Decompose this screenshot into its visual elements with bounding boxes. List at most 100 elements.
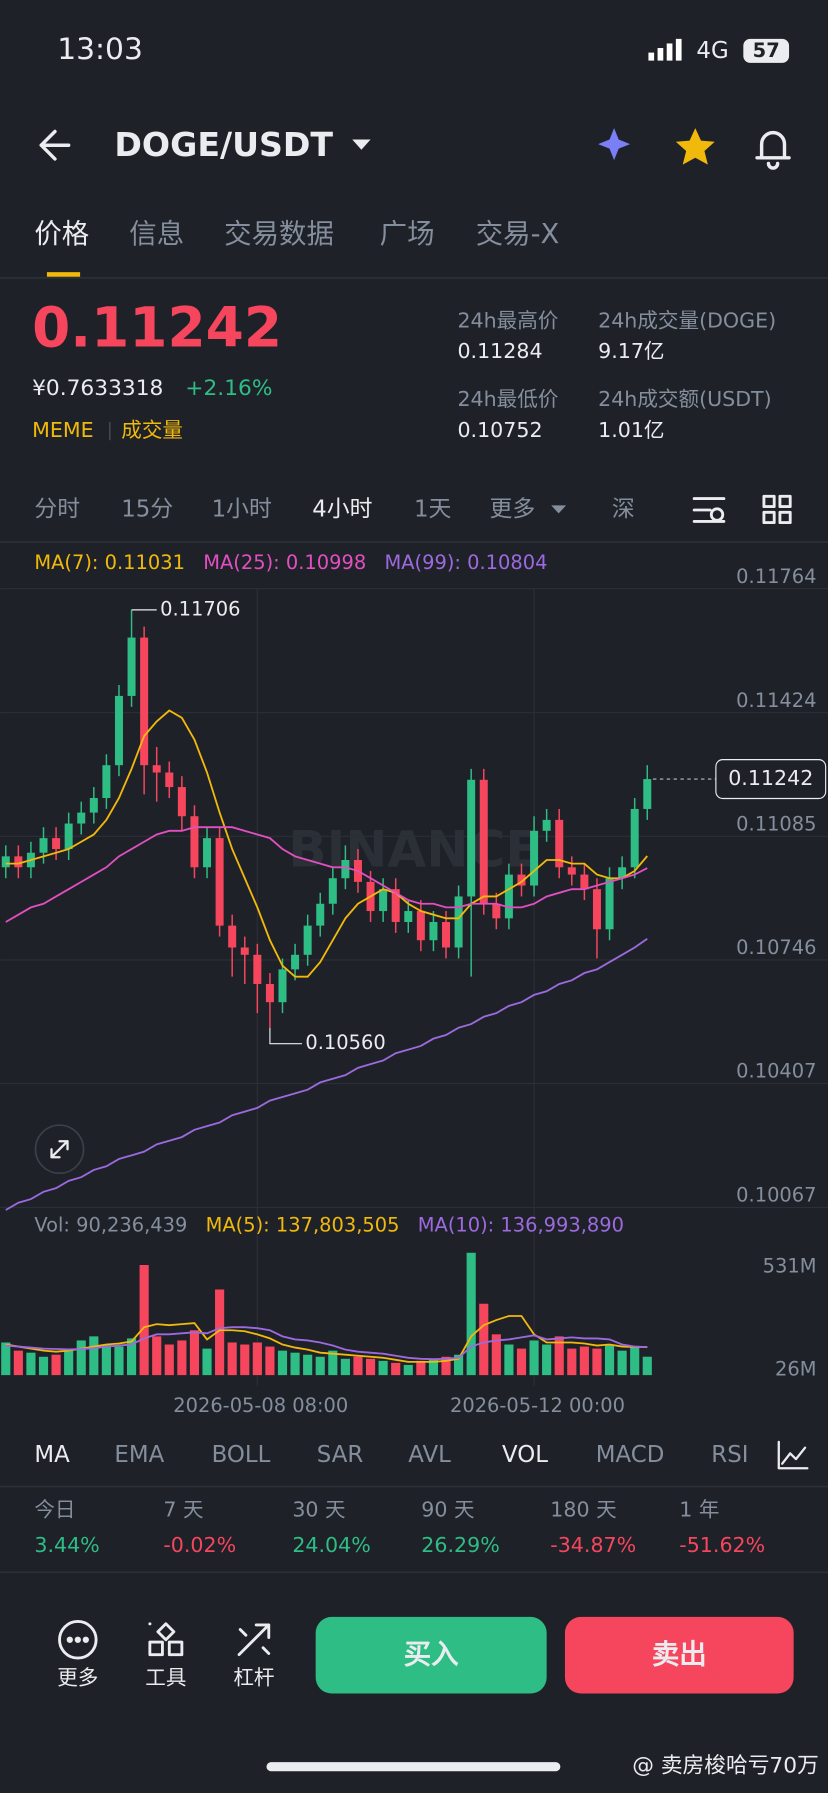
volume-bar — [303, 1354, 313, 1376]
indicator-tab[interactable]: BOLL — [212, 1442, 271, 1468]
tab[interactable]: 广场 — [380, 219, 435, 250]
interval[interactable]: 4小时 — [312, 496, 372, 522]
tools-icon[interactable] — [148, 1622, 184, 1657]
volume-bar — [177, 1340, 187, 1376]
alert-button[interactable] — [755, 131, 791, 170]
cny-price: ¥0.7633318 — [32, 376, 163, 401]
tag[interactable]: 成交量 — [121, 418, 183, 442]
volume-bar — [554, 1336, 564, 1376]
candle-body — [39, 838, 48, 853]
more-dropdown[interactable] — [551, 505, 567, 514]
watermark: @ 卖房梭哈亏70万 — [632, 1754, 819, 1779]
indicator-tab[interactable]: RSI — [711, 1442, 748, 1468]
candle-body — [567, 867, 576, 875]
legend-entry: MA(10): 136,993,890 — [418, 1213, 624, 1236]
action-label[interactable]: 更多 — [57, 1666, 98, 1690]
more-icon[interactable] — [58, 1620, 98, 1660]
stat-value: 0.10752 — [457, 418, 542, 442]
indicator-settings[interactable] — [777, 1440, 809, 1470]
x-tick-label: 2026-05-08 08:00 — [173, 1394, 348, 1417]
candle-body — [492, 903, 501, 919]
indicator-tab[interactable]: AVL — [408, 1442, 451, 1468]
period-change: 3.44% — [34, 1533, 99, 1557]
max-label: 0.11706 — [160, 597, 240, 620]
interval[interactable]: 深 — [612, 496, 635, 522]
candle-body — [442, 921, 451, 948]
volume-bar — [152, 1336, 162, 1376]
indicator-tab[interactable]: MACD — [596, 1442, 665, 1468]
indicator-tab[interactable]: EMA — [114, 1442, 164, 1468]
action-label[interactable]: 工具 — [145, 1666, 186, 1690]
interval[interactable]: 分时 — [34, 496, 80, 522]
tag[interactable]: MEME — [32, 418, 94, 442]
tab[interactable]: 信息 — [129, 219, 184, 250]
candle-body — [152, 765, 161, 773]
candle-body — [14, 856, 23, 868]
candle-body — [580, 874, 589, 890]
volume-bar — [26, 1352, 36, 1376]
candle-body — [454, 896, 463, 948]
chart-settings[interactable] — [692, 497, 726, 523]
volume-bar — [542, 1344, 552, 1376]
pair-title[interactable]: DOGE/USDT — [114, 125, 333, 164]
volume-bar — [227, 1342, 237, 1376]
volume-bar — [617, 1350, 627, 1376]
interval[interactable]: 15分 — [121, 496, 173, 522]
volume-bar — [51, 1354, 61, 1376]
candle-body — [328, 878, 337, 904]
volume-bar — [189, 1330, 200, 1376]
volume-bar — [642, 1356, 652, 1376]
indicator-tab[interactable]: SAR — [317, 1442, 364, 1468]
back-button[interactable] — [39, 129, 71, 161]
candle-body — [542, 819, 551, 831]
volume-bar — [1, 1342, 11, 1376]
y-tick-label: 0.11085 — [736, 812, 816, 835]
leverage-icon[interactable] — [237, 1623, 271, 1657]
volume-bar — [365, 1358, 376, 1376]
period-label: 180 天 — [550, 1498, 616, 1522]
price-change: +2.16% — [185, 376, 272, 401]
clock: 13:03 — [57, 32, 143, 67]
y-tick-label: 0.11424 — [736, 689, 816, 712]
volume-bar — [579, 1346, 589, 1376]
interval[interactable]: 1天 — [414, 496, 452, 522]
ai-button[interactable] — [598, 128, 631, 161]
tab[interactable]: 价格 — [34, 219, 89, 250]
legend-entry: MA(25): 0.10998 — [203, 551, 366, 574]
y-tick-label: 0.10407 — [736, 1060, 816, 1083]
volume-bar — [215, 1289, 225, 1376]
intervals: 分时 15分 1小时 4小时 1天 更多 深 — [34, 496, 634, 522]
price-box — [715, 759, 827, 800]
volume-bar — [202, 1348, 212, 1376]
sell-button[interactable] — [564, 1616, 794, 1694]
volume-bar — [454, 1354, 464, 1376]
buy-button[interactable] — [315, 1616, 547, 1694]
period-label: 30 天 — [292, 1498, 345, 1522]
period-label: 1 年 — [679, 1498, 719, 1522]
expand-icon — [50, 1140, 69, 1159]
volume-bar — [290, 1352, 300, 1376]
volume-bar — [567, 1348, 577, 1376]
ma-line — [5, 1326, 648, 1361]
indicator-tab[interactable]: MA — [34, 1442, 70, 1468]
volume-bar — [126, 1338, 137, 1376]
candle-body — [517, 874, 526, 886]
y-tick-label: 0.10746 — [736, 936, 816, 959]
volume-bar — [504, 1344, 514, 1376]
pair-dropdown[interactable] — [352, 139, 371, 150]
favorite-button[interactable] — [675, 128, 715, 165]
volume-bar — [403, 1364, 413, 1376]
indicator-tabs: MA EMA BOLL SAR AVL VOL MACD RSI — [34, 1442, 748, 1468]
indicator-tab[interactable]: VOL — [502, 1442, 548, 1468]
candle-body — [64, 823, 73, 850]
tab[interactable]: 交易数据 — [224, 219, 334, 250]
layout-button[interactable] — [762, 494, 792, 525]
tab[interactable]: 交易-X — [476, 219, 560, 250]
interval[interactable]: 1小时 — [212, 496, 272, 522]
ma-line — [5, 709, 648, 978]
volume-bar — [529, 1340, 539, 1376]
action-label[interactable]: 杠杆 — [233, 1666, 274, 1690]
interval[interactable]: 更多 — [489, 496, 535, 522]
